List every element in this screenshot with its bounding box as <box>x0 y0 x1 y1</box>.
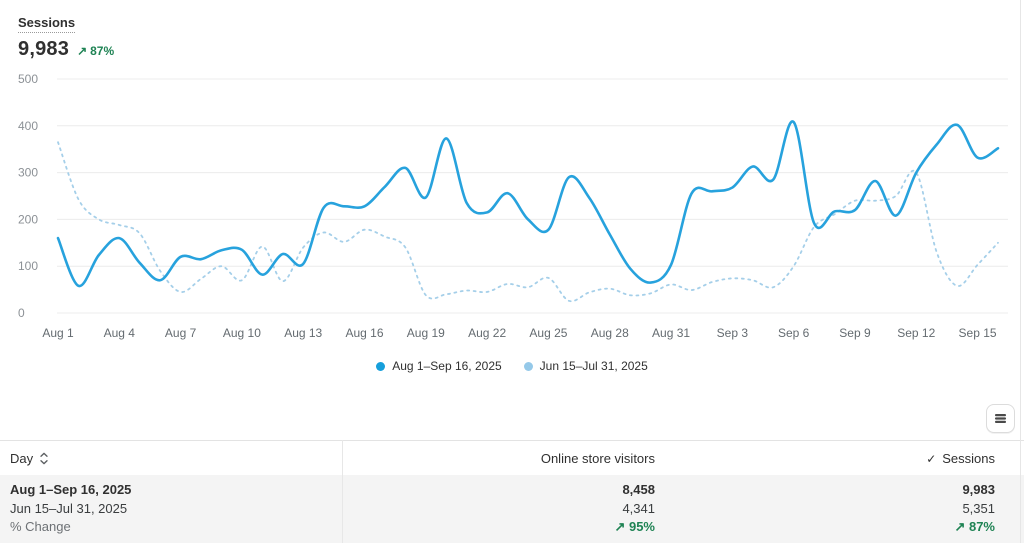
metric-change-badge: ↗ 87% <box>77 44 114 58</box>
svg-text:Aug 19: Aug 19 <box>407 326 445 340</box>
svg-text:Sep 15: Sep 15 <box>959 326 997 340</box>
svg-text:Aug 22: Aug 22 <box>468 326 506 340</box>
cell-sessions: 5,351 <box>962 501 995 516</box>
card-right-edge <box>1020 0 1021 543</box>
table-row-previous-period[interactable]: Jun 15–Jul 31, 2025 4,341 5,351 <box>0 500 1024 518</box>
cell-visitors: 4,341 <box>622 501 655 516</box>
legend-item-previous-period[interactable]: Jun 15–Jul 31, 2025 <box>523 359 648 373</box>
svg-text:Aug 16: Aug 16 <box>345 326 383 340</box>
svg-text:Aug 13: Aug 13 <box>284 326 322 340</box>
cell-visitors-change: ↗ 95% <box>614 519 655 534</box>
check-icon: ✓ <box>926 451 937 466</box>
metric-value: 9,983 <box>18 38 70 60</box>
svg-text:500: 500 <box>18 72 38 86</box>
table-header-row: Day Online store visitors ✓ Sessions <box>0 440 1024 476</box>
legend-dot-icon <box>523 361 533 371</box>
cell-day: Aug 1–Sep 16, 2025 <box>10 482 132 497</box>
legend-dot-icon <box>376 361 386 371</box>
cell-visitors: 8,458 <box>622 482 655 497</box>
svg-text:Aug 7: Aug 7 <box>165 326 197 340</box>
column-header-day[interactable]: Day <box>10 441 49 476</box>
svg-text:Sep 3: Sep 3 <box>717 326 749 340</box>
svg-text:Aug 31: Aug 31 <box>652 326 690 340</box>
metric-title[interactable]: Sessions <box>18 15 76 33</box>
svg-text:0: 0 <box>18 306 25 320</box>
table-column-divider <box>342 440 343 543</box>
trend-up-icon: ↗ <box>77 44 88 58</box>
svg-text:Sep 12: Sep 12 <box>897 326 935 340</box>
cell-sessions-change: ↗ 87% <box>954 519 995 534</box>
column-header-sessions-label: Sessions <box>942 451 995 466</box>
legend-label: Jun 15–Jul 31, 2025 <box>539 359 648 373</box>
svg-text:Aug 10: Aug 10 <box>223 326 261 340</box>
svg-text:Aug 25: Aug 25 <box>529 326 567 340</box>
rows-icon <box>995 414 1006 423</box>
table-row-percent-change[interactable]: % Change ↗ 95% ↗ 87% <box>0 518 1024 536</box>
svg-text:300: 300 <box>18 166 38 180</box>
table-body: Aug 1–Sep 16, 2025 8,458 9,983 Jun 15–Ju… <box>0 475 1024 543</box>
metric-header: Sessions 9,983 ↗ 87% <box>18 14 114 61</box>
sessions-line-chart[interactable]: 0 100 200 300 400 500 Aug 1 Aug 4 Aug 7 Aug 10 Aug… <box>0 0 1024 350</box>
table-row-current-period[interactable]: Aug 1–Sep 16, 2025 8,458 9,983 <box>0 481 1024 499</box>
table-view-button[interactable] <box>986 404 1015 433</box>
cell-sessions: 9,983 <box>962 482 995 497</box>
svg-text:400: 400 <box>18 119 38 133</box>
column-header-visitors-label: Online store visitors <box>540 451 655 466</box>
svg-text:Sep 6: Sep 6 <box>778 326 810 340</box>
svg-text:Aug 4: Aug 4 <box>104 326 136 340</box>
cell-day: % Change <box>10 519 71 534</box>
legend-label: Aug 1–Sep 16, 2025 <box>392 359 502 373</box>
column-header-online-store-visitors[interactable]: Online store visitors <box>541 441 655 476</box>
svg-text:Aug 28: Aug 28 <box>591 326 629 340</box>
svg-text:Aug 1: Aug 1 <box>42 326 74 340</box>
svg-text:100: 100 <box>18 259 38 273</box>
metric-change-value: 87% <box>90 44 115 58</box>
chart-legend: Aug 1–Sep 16, 2025 Jun 15–Jul 31, 2025 <box>0 359 1024 373</box>
svg-text:Sep 9: Sep 9 <box>839 326 871 340</box>
column-header-day-label: Day <box>10 451 34 466</box>
column-header-sessions[interactable]: ✓ Sessions <box>926 441 995 476</box>
svg-text:200: 200 <box>18 212 38 226</box>
legend-item-current-period[interactable]: Aug 1–Sep 16, 2025 <box>376 359 502 373</box>
cell-day: Jun 15–Jul 31, 2025 <box>10 501 128 516</box>
sort-icon <box>40 452 48 465</box>
